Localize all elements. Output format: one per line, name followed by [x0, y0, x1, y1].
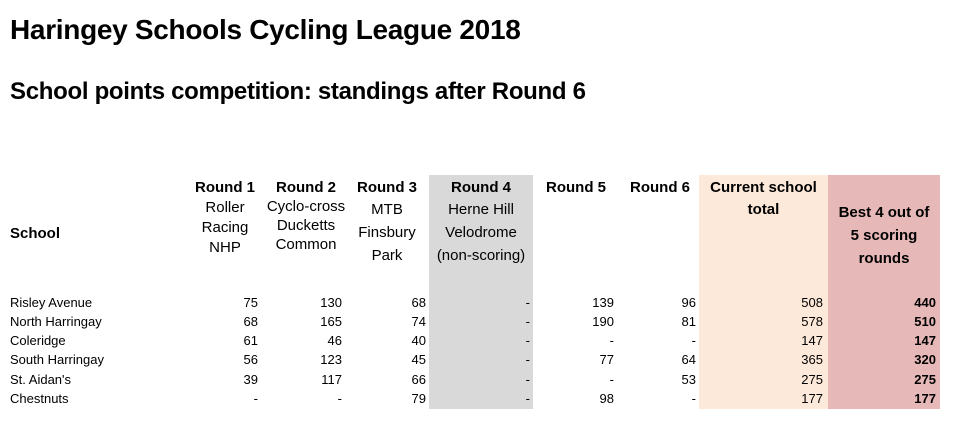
round-1-desc-line: Racing NHP [201, 219, 249, 256]
best-4-header-line: Best 4 out of [838, 204, 930, 221]
best-4-total: 510 [914, 314, 936, 329]
round-1-points: 56 [243, 352, 258, 367]
round-2-desc-line: Ducketts [276, 217, 336, 234]
current-total: 147 [801, 333, 823, 348]
current-total: 365 [801, 352, 823, 367]
round-3-points: 74 [411, 314, 426, 329]
round-4-desc-line: Herne Hill [448, 201, 514, 218]
school-column-header: School [10, 225, 61, 242]
best-4-total: 440 [914, 295, 936, 310]
current-total: 578 [801, 314, 823, 329]
round-2-points: 117 [321, 372, 342, 387]
round-3-points: 79 [411, 391, 426, 406]
round-3-points: 40 [411, 333, 426, 348]
round-4-desc-line: Velodrome [445, 224, 517, 241]
round-6-header: Round 6 [620, 178, 700, 198]
table-row: St. Aidan's 39 117 66 - - 53 275 275 [0, 370, 960, 389]
round-3-points: 45 [411, 352, 426, 367]
round-1-header: Round 1 Roller Racing NHP [186, 178, 264, 258]
round-2-points: 165 [320, 314, 342, 329]
round-2-label: Round 2 [276, 179, 336, 196]
school-name: Risley Avenue [10, 295, 93, 310]
round-1-points: 39 [243, 372, 258, 387]
best-4-shading [828, 175, 940, 409]
round-4-points: - [525, 352, 530, 367]
school-name: South Harringay [10, 352, 104, 367]
round-2-points: 123 [320, 352, 342, 367]
school-name: North Harringay [10, 314, 102, 329]
round-1-points: - [253, 391, 258, 406]
round-3-points: 66 [411, 372, 426, 387]
current-total: 177 [801, 391, 823, 406]
round-3-desc-line: Finsbury [358, 224, 416, 241]
round-5-points: - [609, 333, 614, 348]
current-total-header-line: total [747, 201, 780, 218]
round-4-label: Round 4 [451, 179, 511, 196]
best-4-header: Best 4 out of 5 scoring rounds [828, 201, 940, 270]
round-5-points: 77 [599, 352, 614, 367]
table-row: South Harringay 56 123 45 - 77 64 365 32… [0, 350, 960, 369]
round-6-points: 64 [681, 352, 696, 367]
round-3-label: Round 3 [357, 179, 417, 196]
table-row: Chestnuts - - 79 - 98 - 177 177 [0, 389, 960, 408]
table-row: Coleridge 61 46 40 - - - 147 147 [0, 331, 960, 350]
current-total-header: Current school total [699, 178, 828, 221]
round-3-desc-line: Park [371, 247, 403, 264]
round-2-desc-line: Common [275, 236, 337, 253]
round-6-points: 81 [681, 314, 696, 329]
round-6-points: 53 [681, 372, 696, 387]
round-1-points: 75 [243, 295, 258, 310]
round-4-points: - [525, 333, 530, 348]
round-3-desc-line: MTB [371, 201, 403, 218]
round-1-desc-line: Roller [205, 199, 245, 216]
round-2-points: - [337, 391, 342, 406]
round-3-header: Round 3 MTB Finsbury Park [350, 178, 424, 267]
round-6-points: 96 [681, 295, 696, 310]
round-5-points: 139 [592, 295, 614, 310]
round-4-points: - [525, 314, 530, 329]
table-row: North Harringay 68 165 74 - 190 81 578 5… [0, 312, 960, 331]
round-4-points: - [525, 295, 530, 310]
round-4-shading [429, 175, 533, 409]
school-name: Chestnuts [10, 391, 69, 406]
best-4-header-line: 5 scoring [850, 227, 918, 244]
round-2-desc-line: Cyclo-cross [266, 198, 346, 215]
best-4-total: 320 [914, 352, 936, 367]
round-6-points: - [691, 333, 696, 348]
current-total: 508 [801, 295, 823, 310]
round-2-points: 46 [327, 333, 342, 348]
round-6-points: - [691, 391, 696, 406]
round-1-points: 68 [243, 314, 258, 329]
round-2-header: Round 2 Cyclo-cross Ducketts Common [264, 178, 348, 254]
round-1-label: Round 1 [195, 179, 255, 196]
best-4-total: 147 [914, 333, 936, 348]
current-total: 275 [801, 372, 823, 387]
page-title: Haringey Schools Cycling League 2018 [10, 14, 521, 45]
round-3-points: 68 [411, 295, 426, 310]
round-4-desc-line: (non-scoring) [436, 247, 526, 264]
round-6-label: Round 6 [630, 179, 690, 196]
current-total-shading [699, 175, 828, 409]
round-5-points: 98 [599, 391, 614, 406]
round-4-header: Round 4 Herne Hill Velodrome (non-scorin… [429, 178, 533, 267]
round-1-points: 61 [243, 333, 258, 348]
round-2-points: 130 [320, 295, 342, 310]
best-4-total: 177 [914, 391, 936, 406]
page-subtitle: School points competition: standings aft… [10, 78, 586, 105]
best-4-header-line: rounds [858, 250, 910, 267]
round-4-points: - [525, 391, 530, 406]
school-name: St. Aidan's [10, 372, 72, 387]
round-5-points: - [609, 372, 614, 387]
round-4-points: - [525, 372, 530, 387]
round-5-header: Round 5 [536, 178, 616, 198]
round-5-points: 190 [592, 314, 614, 329]
current-total-header-line: Current school [710, 179, 817, 196]
round-5-label: Round 5 [546, 179, 606, 196]
table-row: Risley Avenue 75 130 68 - 139 96 508 440 [0, 293, 960, 312]
best-4-total: 275 [914, 372, 936, 387]
school-name: Coleridge [10, 333, 66, 348]
